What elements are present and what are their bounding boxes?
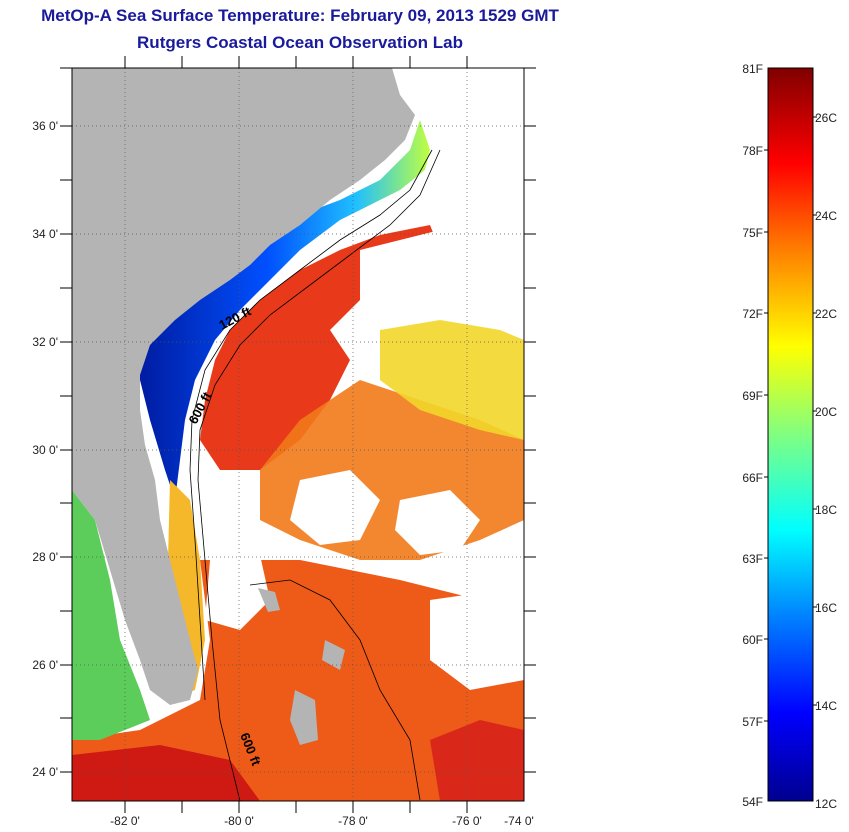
colorbar-c-label: 26C <box>815 111 838 125</box>
lat-label: 26 0' <box>32 658 58 672</box>
contour-120ft <box>189 149 433 701</box>
cloud-patch <box>290 470 380 545</box>
cloud-patch <box>395 490 480 555</box>
colorbar-c-label: 24C <box>815 209 838 223</box>
map-subtitle: Rutgers Coastal Ocean Observation Lab <box>137 33 463 52</box>
colorbar-f-label: 78F <box>742 144 763 158</box>
lat-label: 30 0' <box>32 443 58 457</box>
axis-ticks <box>60 56 536 813</box>
colorbar <box>767 67 814 802</box>
colorbar-c-label: 20C <box>815 405 838 419</box>
colorbar-f-label: 75F <box>742 226 763 240</box>
warm-water-deep-red <box>72 745 260 801</box>
lat-label: 34 0' <box>32 227 58 241</box>
cloud-patch <box>360 230 524 320</box>
lat-label: 36 0' <box>32 119 58 133</box>
colorbar-c-label: 12C <box>815 797 838 811</box>
lat-label: 24 0' <box>32 765 58 779</box>
gulf-coast-cold-water <box>72 490 150 740</box>
colorbar-f-label: 63F <box>742 552 763 566</box>
cloud-patch <box>205 555 270 630</box>
colorbar-c-label: 22C <box>815 307 838 321</box>
contour-bahamas <box>249 579 421 801</box>
warm-water-southern <box>72 560 524 801</box>
coastal-cold-water <box>135 120 430 500</box>
colorbar-f-label: 60F <box>742 633 763 647</box>
grid-lines <box>72 68 524 801</box>
lon-label: -74 0' <box>504 814 534 828</box>
colorbar-f-label: 54F <box>742 795 763 809</box>
lat-label: 28 0' <box>32 550 58 564</box>
bahamas-island <box>322 640 345 670</box>
colorbar-f-label: 66F <box>742 471 763 485</box>
warm-water-yellow <box>380 320 524 440</box>
colorbar-c-label: 14C <box>815 699 838 713</box>
contour-600ft <box>197 149 441 801</box>
map-frame <box>71 67 525 802</box>
bahamas-island <box>290 690 318 745</box>
colorbar-f-label: 69F <box>742 389 763 403</box>
lon-label: -80 0' <box>224 814 254 828</box>
warm-water-east <box>430 720 524 801</box>
bahamas-island <box>258 588 280 612</box>
lon-label: -78 0' <box>338 814 368 828</box>
lon-label: -76 0' <box>452 814 482 828</box>
land-mass <box>72 68 415 705</box>
colorbar-f-label: 72F <box>742 307 763 321</box>
map-title: MetOp-A Sea Surface Temperature: Februar… <box>41 6 559 25</box>
colorbar-f-label: 81F <box>742 62 763 76</box>
colorbar-c-label: 16C <box>815 601 838 615</box>
lon-label: -82 0' <box>110 814 140 828</box>
colorbar-c-label: 18C <box>815 503 838 517</box>
colorbar-f-label: 57F <box>742 715 763 729</box>
lat-label: 32 0' <box>32 335 58 349</box>
colorbar-ticks <box>764 116 817 722</box>
